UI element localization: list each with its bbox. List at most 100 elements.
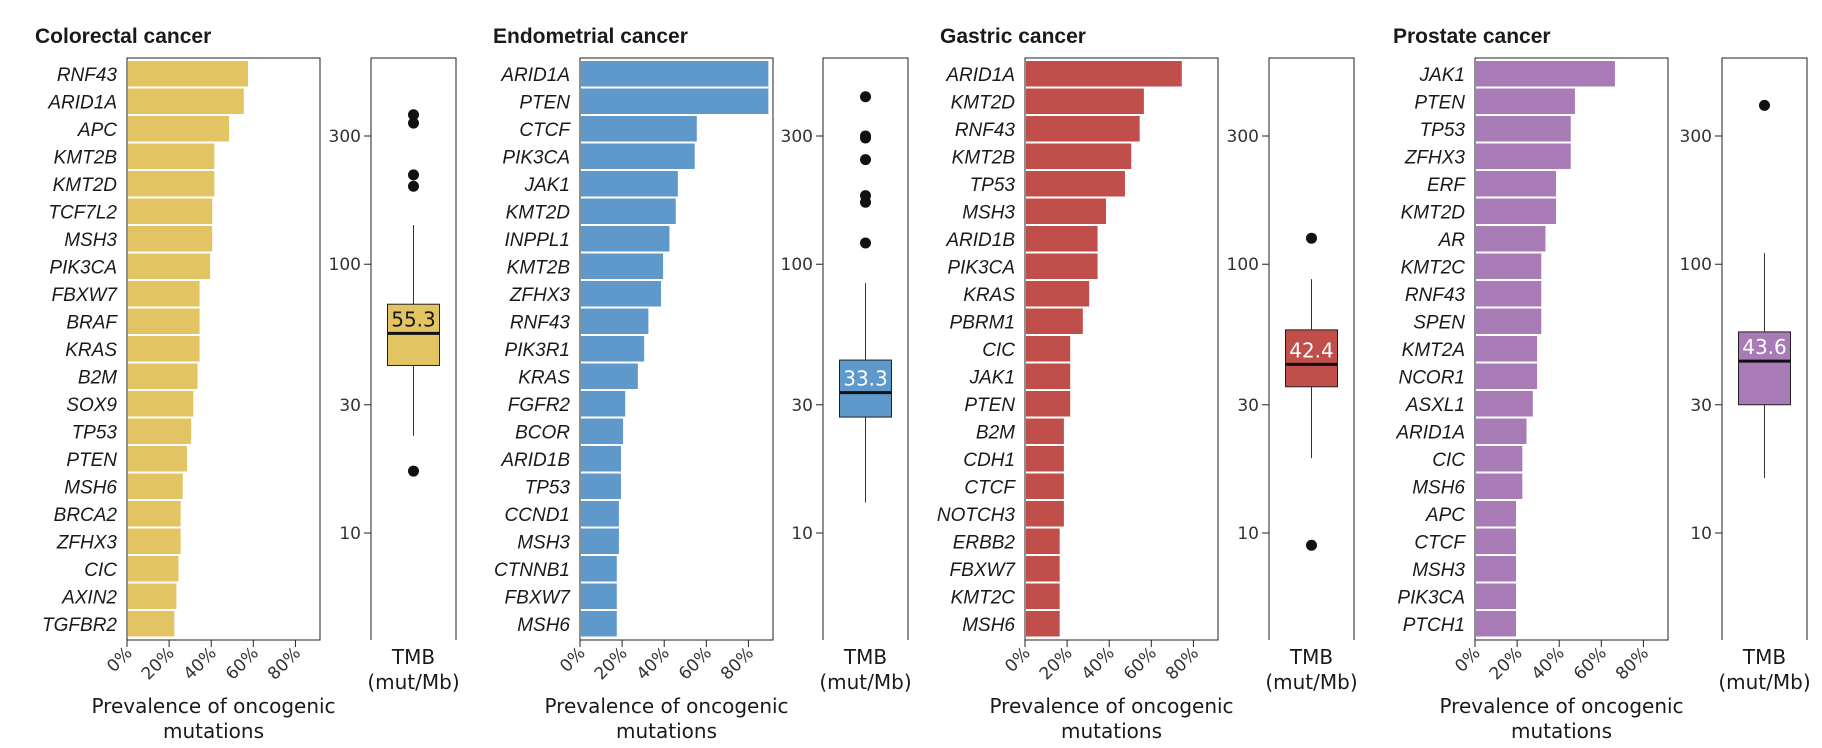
- x-tick-label: 20%: [591, 643, 632, 684]
- box-plot-frame: [822, 57, 909, 640]
- tmb-axis-label-line-1: TMB: [391, 645, 435, 669]
- gene-label: ARID1B: [945, 230, 1015, 251]
- gene-label: MSH6: [64, 477, 117, 498]
- bar-MSH6: [1026, 611, 1060, 637]
- bar-KMT2D: [1026, 88, 1144, 114]
- gene-label: JAK1: [524, 175, 570, 196]
- panel-title: Endometrial cancer: [493, 25, 688, 48]
- outlier-point: [1306, 232, 1317, 244]
- y-tick-label: 10: [1690, 524, 1712, 544]
- gene-label: RNF43: [1405, 285, 1466, 306]
- bar-KMT2A: [1476, 336, 1538, 362]
- median-label: 55.3: [391, 307, 436, 331]
- bar-MSH3: [581, 528, 619, 554]
- bar-AR: [1476, 226, 1546, 252]
- bar-ERBB2: [1026, 528, 1060, 554]
- bar-MSH3: [1026, 198, 1106, 224]
- x-tick-label: 0%: [556, 643, 589, 676]
- x-axis-label-line-1: Prevalence of oncogenic: [1439, 694, 1683, 718]
- gene-label: TP53: [1420, 120, 1466, 141]
- y-tick-label: 10: [791, 524, 813, 544]
- panel-2: Gastric cancer ARID1A KMT2D RNF43 KMT2B TP53 M…: [937, 25, 1358, 743]
- bar-PIK3CA: [1476, 583, 1516, 609]
- gene-label: FGFR2: [508, 395, 571, 416]
- bar-KMT2B: [581, 253, 664, 279]
- bar-KRAS: [1026, 281, 1090, 307]
- bar-ARID1A: [1026, 61, 1182, 87]
- gene-label: PIK3CA: [502, 147, 570, 168]
- gene-label: INPPL1: [505, 230, 570, 251]
- gene-label: B2M: [976, 422, 1015, 443]
- bar-BRCA2: [128, 501, 181, 527]
- x-tick-label: 80%: [1162, 643, 1203, 684]
- median-label: 42.4: [1289, 338, 1334, 362]
- bar-RNF43: [128, 61, 248, 87]
- bar-TP53: [1026, 171, 1125, 197]
- bar-MSH3: [128, 226, 213, 252]
- box-plot-frame: [370, 57, 457, 640]
- gene-label: MSH3: [1412, 560, 1465, 581]
- bar-KMT2B: [1026, 143, 1132, 169]
- bar-APC: [1476, 501, 1516, 527]
- x-tick-label: 0%: [1451, 643, 1484, 676]
- gene-label: PTCH1: [1403, 615, 1465, 636]
- x-tick-label: 60%: [1570, 643, 1611, 684]
- gene-label: PTEN: [964, 395, 1015, 416]
- outlier-point: [408, 117, 419, 129]
- bar-NCOR1: [1476, 363, 1538, 389]
- panel-title: Prostate cancer: [1393, 25, 1551, 48]
- x-tick-label: 40%: [1528, 643, 1569, 684]
- gene-label: KMT2B: [952, 147, 1016, 168]
- outlier-point: [860, 237, 871, 249]
- tmb-axis-label-line-2: (mut/Mb): [819, 670, 911, 694]
- gene-label: PBRM1: [950, 312, 1015, 333]
- gene-label: CIC: [84, 560, 117, 581]
- y-tick-label: 300: [329, 127, 361, 147]
- bar-CIC: [1476, 446, 1523, 472]
- bar-KRAS: [581, 363, 638, 389]
- x-axis-label: Prevalence of oncogenic mutations: [989, 694, 1233, 743]
- bar-FBXW7: [581, 583, 617, 609]
- gene-label: TGFBR2: [42, 615, 117, 636]
- gene-label: FBXW7: [950, 560, 1017, 581]
- outlier-point: [860, 154, 871, 166]
- y-tick-label: 30: [339, 396, 361, 416]
- gene-label: KRAS: [518, 367, 570, 388]
- gene-label: KMT2A: [1402, 340, 1465, 361]
- gene-label: CTCF: [1414, 532, 1466, 553]
- x-tick-label: 80%: [264, 643, 305, 684]
- bar-AXIN2: [128, 583, 177, 609]
- bar-B2M: [1026, 418, 1064, 444]
- gene-label: AXIN2: [61, 587, 117, 608]
- bar-PTEN: [1476, 88, 1575, 114]
- gene-label: ZFHX3: [1404, 147, 1466, 168]
- x-tick-label: 40%: [633, 643, 674, 684]
- panel-title: Colorectal cancer: [35, 25, 211, 48]
- bar-plot-frame: [579, 57, 774, 641]
- bar-PTEN: [581, 88, 769, 114]
- bar-PBRM1: [1026, 308, 1083, 334]
- bar-FGFR2: [581, 391, 626, 417]
- x-axis-label: Prevalence of oncogenic mutations: [1439, 694, 1683, 743]
- x-tick-label: 80%: [1612, 643, 1653, 684]
- bar-plot-frame: [126, 57, 321, 641]
- bar-TP53: [1476, 116, 1571, 142]
- x-tick-label: 20%: [1486, 643, 1527, 684]
- bar-ZFHX3: [581, 281, 661, 307]
- x-tick-label: 40%: [180, 643, 221, 684]
- y-tick-label: 100: [1227, 255, 1259, 275]
- bar-CTNNB1: [581, 556, 617, 582]
- gene-label: ARID1A: [500, 65, 570, 86]
- y-tick-label: 300: [1680, 127, 1712, 147]
- x-tick-label: 60%: [675, 643, 716, 684]
- outlier-point: [1759, 99, 1770, 111]
- bar-ARID1A: [581, 61, 769, 87]
- iqr-box: [1738, 331, 1791, 406]
- x-tick-label: 60%: [1120, 643, 1161, 684]
- gene-label: KMT2D: [951, 92, 1016, 113]
- x-tick-label: 0%: [103, 643, 136, 676]
- bar-PIK3CA: [1026, 253, 1098, 279]
- y-tick-label: 30: [791, 396, 813, 416]
- x-axis-label-line-2: mutations: [163, 719, 264, 743]
